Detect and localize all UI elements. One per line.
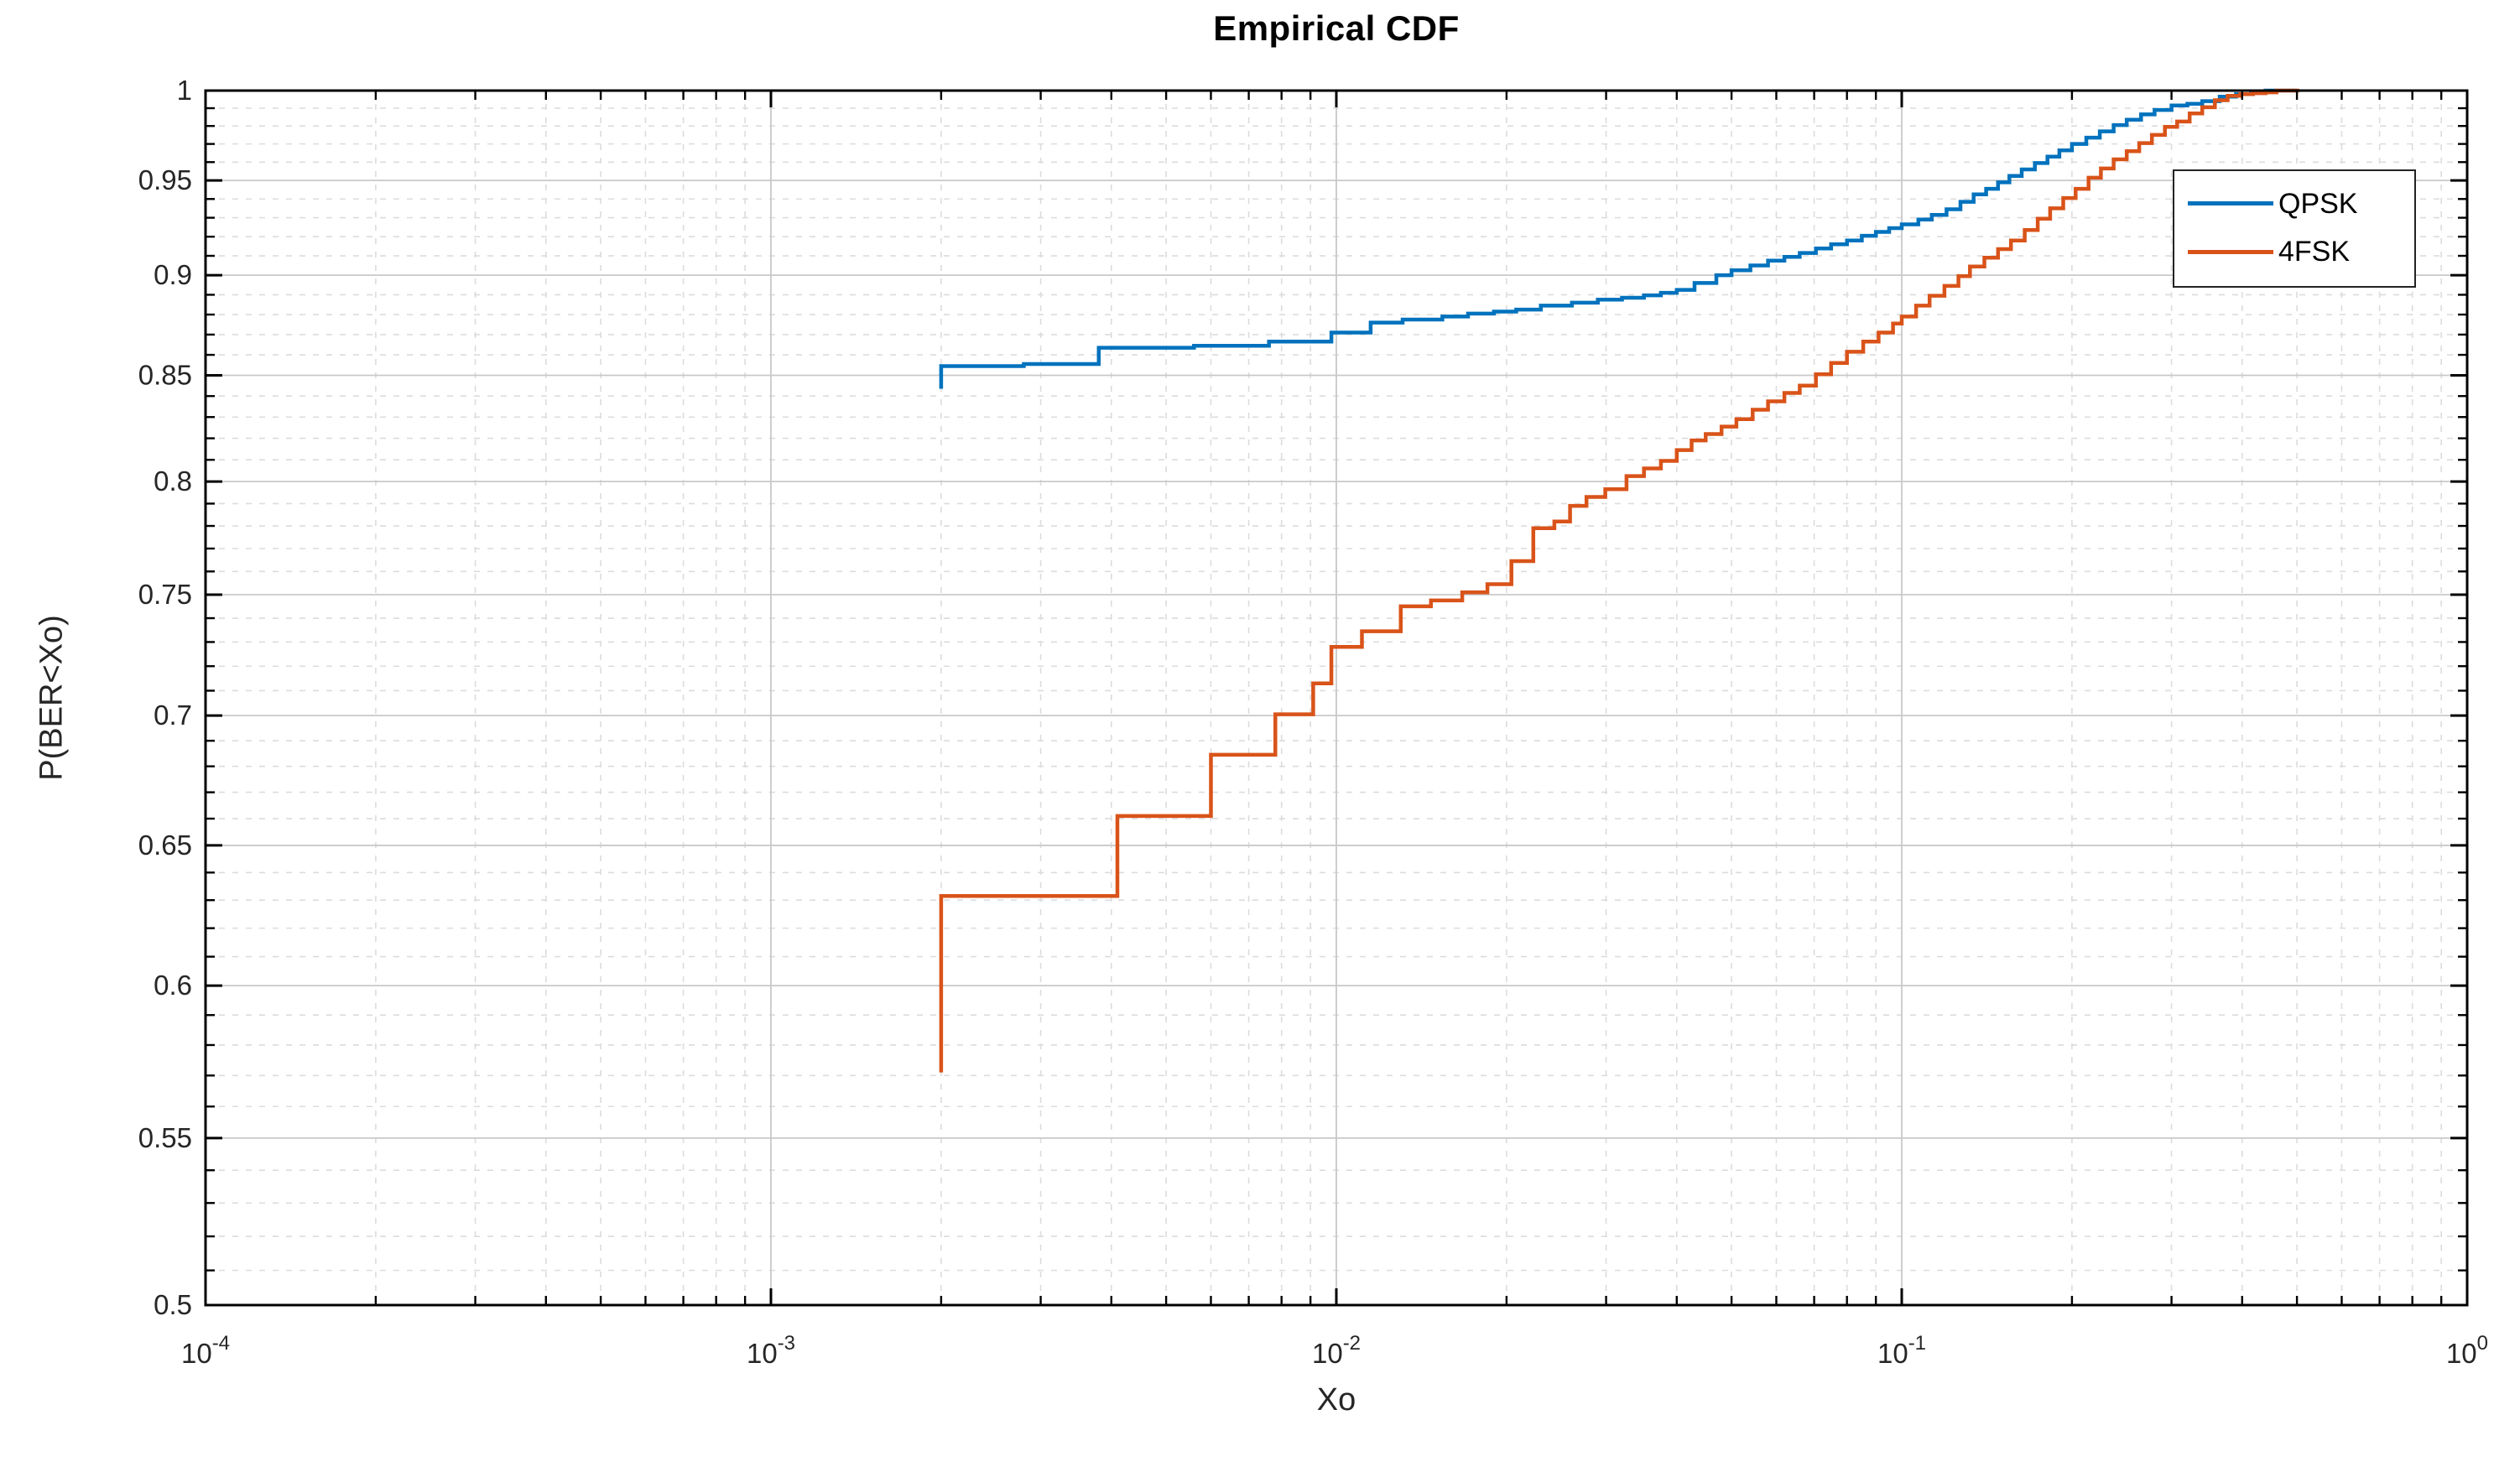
legend-entry-4fsk: 4FSK <box>2174 230 2414 273</box>
x-tick-label: 10-3 <box>747 1332 795 1369</box>
y-tick-label: 0.65 <box>138 830 192 861</box>
qpsk-line-swatch <box>2188 201 2273 206</box>
y-tick-label: 0.55 <box>138 1122 192 1153</box>
4fsk-curve <box>939 88 2299 1073</box>
fsk-line-swatch <box>2188 249 2273 254</box>
x-tick-labels: 10-4 10-3 10-2 10-1 100 <box>181 1332 2488 1369</box>
y-tick-label: 0.7 <box>154 700 192 731</box>
x-axis-label: Xo <box>1316 1382 1356 1417</box>
x-tick-label: 10-2 <box>1312 1332 1361 1369</box>
x-tick-label: 10-1 <box>1877 1332 1926 1369</box>
y-tick-label: 0.8 <box>154 466 192 497</box>
y-axis-label: P(BER<Xo) <box>34 615 70 781</box>
y-tick-label: 0.6 <box>154 970 192 1001</box>
legend-label-qpsk: QPSK <box>2278 187 2358 220</box>
y-tick-label: 0.9 <box>154 259 192 290</box>
y-tick-label: 0.95 <box>138 164 192 195</box>
y-tick-labels: 1 0.95 0.9 0.85 0.8 0.75 0.7 0.65 0.6 0.55 0.5 <box>138 75 192 1320</box>
x-tick-label: 10-4 <box>181 1332 230 1369</box>
y-tick-label: 0.75 <box>138 579 192 610</box>
chart-title: Empirical CDF <box>1213 8 1460 48</box>
x-tick-label: 100 <box>2446 1332 2488 1369</box>
axis-ticks <box>204 89 2469 1307</box>
series-curves <box>939 88 2299 1073</box>
qpsk-curve <box>939 88 2298 389</box>
major-gridlines <box>206 91 2467 1305</box>
y-tick-label: 1 <box>177 75 192 106</box>
legend-entry-qpsk: QPSK <box>2174 182 2414 226</box>
y-tick-label: 0.85 <box>138 360 192 391</box>
legend-label-4fsk: 4FSK <box>2278 236 2351 268</box>
y-tick-label: 0.5 <box>154 1289 192 1320</box>
legend-box: QPSK 4FSK <box>2173 169 2416 288</box>
